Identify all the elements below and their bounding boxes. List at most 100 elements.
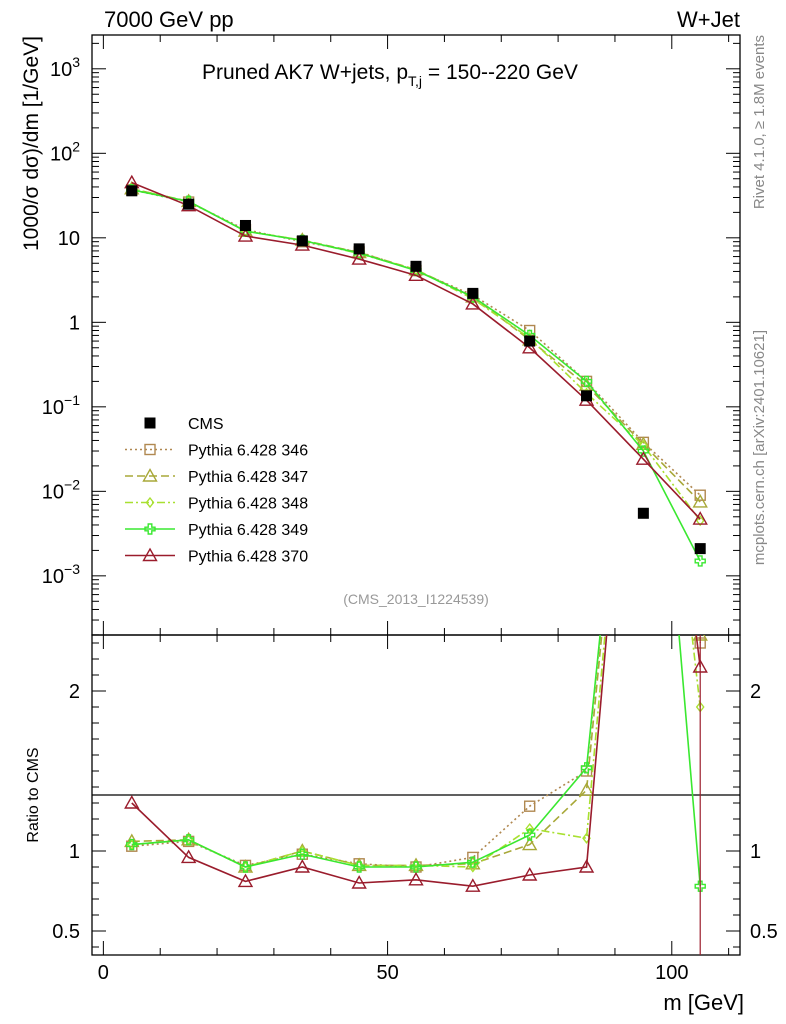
ratio-series-layer — [124, 635, 708, 955]
main-series-line-4 — [131, 181, 701, 520]
ratio-series-point-3 — [296, 848, 309, 860]
ratio-series-line-4 — [131, 635, 702, 888]
ratio-series-point-3 — [353, 861, 365, 873]
main-y-tick-label: 102 — [50, 138, 80, 165]
ratio-series-point-3 — [182, 834, 195, 846]
main-y-tick-label: 1 — [69, 312, 80, 334]
legend-label-3: Pythia 6.428 349 — [188, 522, 308, 539]
ratio-series-point-4 — [408, 871, 424, 886]
main-series-point-2 — [695, 515, 705, 527]
ratio-y-tick-label: 2 — [69, 681, 80, 703]
cms-data-point — [694, 543, 706, 555]
cms-data-point — [183, 198, 195, 210]
ratio-series-point-3 — [126, 838, 138, 851]
ratio-series-point-1 — [578, 782, 595, 796]
main-y-tick-label: 10 — [58, 228, 80, 250]
ratio-series-point-4 — [465, 878, 481, 892]
ratio-series-point-4 — [521, 867, 538, 881]
ratio-series-point-4 — [578, 859, 595, 873]
x-tick-label: 50 — [376, 962, 398, 984]
main-series-point-4 — [521, 339, 538, 354]
ratio-series-point-4 — [351, 875, 367, 889]
main-series-point-4 — [635, 451, 652, 465]
main-y-axis-label: 1000/σ dσ)/dm [1/GeV] — [20, 36, 43, 251]
x-tick-label: 100 — [655, 962, 688, 984]
legend-marker-0 — [144, 443, 156, 456]
legend: CMS Pythia 6.428 346 Pythia 6.428 347 Pythi… — [125, 416, 308, 566]
legend-label-cms: CMS — [188, 416, 224, 433]
legend-item-4: Pythia 6.428 370 — [125, 547, 308, 566]
header-left-label: 7000 GeV pp — [104, 7, 234, 32]
legend-item-2: Pythia 6.428 348 — [125, 496, 308, 513]
plot-title: Pruned AK7 W+jets, pT,j = 150--220 GeV — [202, 61, 578, 89]
ratio-series-point-4 — [180, 849, 197, 864]
cms-data-point — [126, 185, 138, 197]
legend-label-1: Pythia 6.428 347 — [188, 469, 308, 486]
main-y-tick-label: 103 — [50, 54, 80, 81]
ratio-series-point-4 — [124, 795, 140, 809]
ratio-x-axis: 0 50 100 — [98, 635, 730, 984]
legend-item-0: Pythia 6.428 346 — [125, 443, 308, 460]
legend-label-4: Pythia 6.428 370 — [188, 549, 308, 566]
header-right-label: W+Jet — [677, 7, 740, 32]
ratio-series-point-3 — [580, 762, 593, 774]
ratio-y-axis: 0.5 0.5 1 1 2 2 — [52, 642, 778, 948]
legend-label-0: Pythia 6.428 346 — [188, 443, 308, 460]
ratio-y-tick-label: 0.5 — [52, 921, 80, 943]
ratio-series-line-3 — [131, 635, 702, 887]
ratio-y-tick-label-right: 1 — [750, 841, 761, 863]
main-series-point-4 — [408, 267, 424, 282]
legend-marker-4 — [142, 547, 158, 562]
legend-item-3: Pythia 6.428 349 — [125, 522, 308, 539]
ratio-series-point-3 — [467, 856, 479, 868]
main-series-point-0 — [694, 489, 706, 501]
main-series-point-3 — [580, 375, 593, 388]
ratio-panel: 0.5 0.5 1 1 2 2 0 50 100 — [52, 634, 778, 984]
legend-marker-3 — [144, 523, 156, 535]
main-series-point-4 — [465, 296, 481, 310]
ratio-y-axis-label: Ratio to CMS — [25, 747, 42, 842]
ratio-series-point-0 — [523, 800, 536, 812]
ratio-series-point-4 — [294, 859, 311, 873]
ratio-y-tick-label: 1 — [69, 841, 80, 863]
main-series-point-4 — [351, 251, 367, 265]
legend-item-1: Pythia 6.428 347 — [125, 468, 308, 486]
ratio-series-point-4 — [237, 873, 254, 888]
cms-data-point — [467, 287, 479, 299]
x-tick-label: 0 — [98, 962, 109, 984]
main-series-point-4 — [237, 228, 254, 242]
cms-data-point — [353, 243, 365, 255]
ratio-series-point-1 — [124, 833, 140, 848]
main-y-tick-label: 10−1 — [42, 392, 80, 419]
ratio-series-point-1 — [521, 836, 538, 851]
legend-marker-cms — [144, 417, 156, 429]
main-y-tick-label: 10−2 — [42, 476, 80, 503]
ratio-series-point-3 — [694, 880, 706, 892]
ratio-series-point-3 — [410, 861, 422, 873]
main-panel: Pruned AK7 W+jets, pT,j = 150--220 GeV (… — [42, 34, 741, 636]
cms-data-point — [410, 260, 422, 272]
legend-label-2: Pythia 6.428 348 — [188, 496, 308, 513]
rivet-version-label: Rivet 4.1.0, ≥ 1.8M events — [751, 35, 768, 209]
ratio-series-point-3 — [523, 829, 536, 841]
ratio-y-tick-label-right: 0.5 — [750, 921, 778, 943]
cms-data-point — [581, 390, 593, 402]
mcplots-label: mcplots.cern.ch [arXiv:2401.10621] — [751, 330, 768, 565]
cms-data-point — [239, 219, 251, 231]
cms-data-point — [637, 507, 649, 519]
main-series-point-1 — [692, 493, 708, 508]
main-x-ticks — [102, 35, 730, 635]
main-series-layer — [124, 174, 708, 567]
ratio-y-tick-label-right: 2 — [750, 681, 761, 703]
legend-marker-2 — [145, 496, 155, 509]
analysis-id-label: (CMS_2013_I1224539) — [343, 591, 489, 607]
main-series-point-4 — [692, 511, 708, 525]
main-series-point-3 — [694, 555, 706, 567]
cms-data-point — [524, 335, 536, 347]
legend-item-cms: CMS — [144, 416, 224, 433]
x-axis-label: m [GeV] — [663, 990, 744, 1015]
ratio-series-point-2 — [525, 822, 535, 835]
cms-data-point — [296, 235, 308, 247]
